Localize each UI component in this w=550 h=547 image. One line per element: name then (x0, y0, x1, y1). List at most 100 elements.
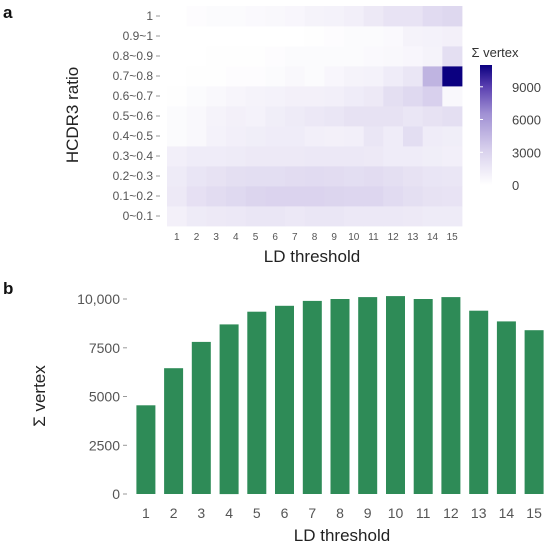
heatmap-x-tick-label: 8 (312, 232, 318, 243)
heatmap-cell (403, 26, 424, 47)
bar (164, 368, 184, 494)
heatmap-cell (206, 6, 227, 27)
heatmap-cell (186, 46, 207, 67)
bar (441, 297, 461, 494)
heatmap-x-tick-label: 11 (368, 232, 379, 243)
heatmap-cell (226, 66, 247, 87)
heatmap-y-tick-label: 0.7~0.8 (113, 69, 154, 83)
heatmap-x-tick-labels: 1 2 3 4 5 6 7 8 9 10 11 12 13 14 15 (174, 232, 458, 243)
heatmap-cell (324, 146, 345, 167)
bar (136, 405, 156, 494)
heatmap-cell (206, 106, 227, 127)
heatmap-cell (442, 146, 463, 167)
heatmap-cell (422, 106, 443, 127)
heatmap-cell (265, 146, 286, 167)
heatmap-cell (403, 46, 424, 67)
heatmap-cell (186, 26, 207, 47)
bar-x-tick-label: 4 (225, 505, 233, 521)
heatmap-cell (363, 206, 384, 227)
bar (219, 324, 239, 495)
bar (413, 299, 433, 494)
bar (247, 311, 267, 494)
heatmap-cell (344, 166, 365, 187)
heatmap-cell (226, 146, 247, 167)
heatmap-cell (285, 46, 306, 67)
heatmap-cell (383, 26, 404, 47)
heatmap-cell (442, 186, 463, 207)
heatmap-cell (285, 86, 306, 107)
heatmap-cell (285, 166, 306, 187)
heatmap-cell (442, 126, 463, 147)
bar-x-tick-label: 12 (443, 505, 459, 521)
heatmap-y-tick-label: 0.8~0.9 (113, 49, 154, 63)
bar (496, 321, 516, 494)
heatmap-cell (422, 86, 443, 107)
heatmap-y-tick-label: 0.4~0.5 (113, 129, 154, 143)
heatmap-x-axis-title: LD threshold (264, 247, 360, 266)
heatmap-cell (226, 46, 247, 67)
bar-y-tick-label: 5000 (89, 389, 120, 405)
heatmap-cell (363, 166, 384, 187)
heatmap-cell (344, 106, 365, 127)
heatmap-x-tick-label: 4 (233, 232, 239, 243)
heatmap-cell (344, 86, 365, 107)
heatmap-cell (285, 106, 306, 127)
heatmap-cell (383, 6, 404, 27)
heatmap-x-tick-label: 5 (253, 232, 259, 243)
heatmap-cell (383, 186, 404, 207)
heatmap-cell (167, 146, 188, 167)
legend-tick-label: 6000 (512, 113, 541, 128)
heatmap-cell (363, 126, 384, 147)
bar-x-tick-label: 3 (197, 505, 205, 521)
heatmap-cell (167, 86, 188, 107)
legend-title: Σ vertex (471, 45, 519, 60)
heatmap-cell (324, 66, 345, 87)
heatmap-cell (442, 66, 463, 87)
heatmap-cell (324, 126, 345, 147)
heatmap-cell (363, 26, 384, 47)
heatmap-cell (422, 6, 443, 27)
heatmap-cell (245, 126, 266, 147)
heatmap-cell (167, 186, 188, 207)
heatmap-cell (383, 46, 404, 67)
heatmap-cell (422, 126, 443, 147)
heatmap-cell (285, 146, 306, 167)
heatmap-cell (324, 46, 345, 67)
heatmap-cell (442, 26, 463, 47)
heatmap-cell (245, 166, 266, 187)
heatmap-cell (206, 126, 227, 147)
heatmap-cell (167, 26, 188, 47)
heatmap-cell (226, 6, 247, 27)
heatmap-cell (304, 126, 325, 147)
heatmap-y-tick-label: 0.2~0.3 (113, 169, 154, 183)
heatmap-cell (304, 6, 325, 27)
heatmap-cell (344, 6, 365, 27)
heatmap-cell (285, 66, 306, 87)
heatmap-cell (363, 86, 384, 107)
heatmap-cell (285, 186, 306, 207)
heatmap-cell (344, 146, 365, 167)
heatmap-cell (167, 126, 188, 147)
heatmap-cell (383, 66, 404, 87)
heatmap-cell (403, 186, 424, 207)
heatmap-cell (442, 86, 463, 107)
heatmap-cell (383, 206, 404, 227)
heatmap-cell (265, 46, 286, 67)
bar-y-axis-title: Σ vertex (30, 365, 49, 427)
heatmap-cell (226, 206, 247, 227)
heatmap-cell (167, 106, 188, 127)
heatmap-cell (403, 146, 424, 167)
heatmap-cell (442, 46, 463, 67)
heatmap-y-tick-label: 0.5~0.6 (113, 109, 154, 123)
heatmap-cell (285, 126, 306, 147)
heatmap-cell (186, 106, 207, 127)
heatmap-cell (304, 26, 325, 47)
heatmap-cell (265, 126, 286, 147)
bar-x-tick-label: 6 (281, 505, 289, 521)
heatmap-cell (422, 46, 443, 67)
heatmap-cell (383, 146, 404, 167)
bar-x-axis-title: LD threshold (294, 526, 390, 545)
heatmap-cell (226, 186, 247, 207)
heatmap-cell (265, 106, 286, 127)
heatmap-cell (226, 126, 247, 147)
